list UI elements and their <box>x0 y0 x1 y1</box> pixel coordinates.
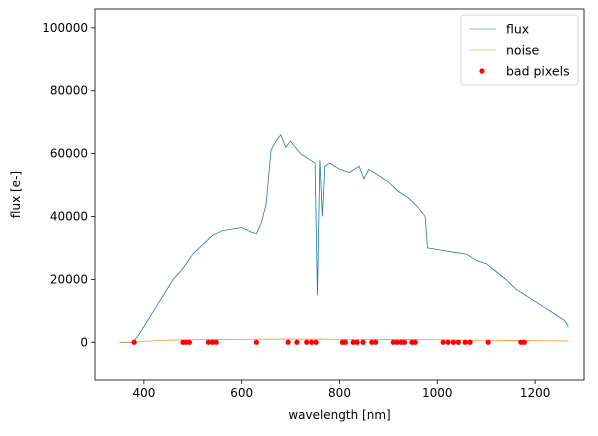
legend-label: noise <box>506 43 540 58</box>
bad-pixel-point <box>401 339 408 345</box>
legend: flux noise bad pixels <box>460 14 579 86</box>
x-axis-label: wavelength [nm] <box>288 408 390 422</box>
y-axis-ticks: 0 20000 40000 60000 80000 100000 <box>42 21 95 349</box>
y-tick-label: 40000 <box>50 210 88 224</box>
y-axis-label: flux [e-] <box>9 171 23 218</box>
y-tick-label: 100000 <box>42 21 88 35</box>
bad-pixel-point <box>360 339 366 345</box>
y-tick-label: 60000 <box>50 147 88 161</box>
bad-pixel-point <box>412 339 418 345</box>
bad-pixel-point <box>467 339 473 345</box>
bad-pixel-point <box>205 339 212 345</box>
legend-label: flux <box>506 22 529 37</box>
x-axis-ticks: 400 600 800 1000 1200 <box>132 380 550 400</box>
flux-series-line <box>119 133 569 343</box>
plot-series <box>119 133 569 345</box>
bad-pixel-point <box>131 339 137 345</box>
bad-pixel-point <box>440 339 446 345</box>
noise-series-line <box>119 338 569 343</box>
bad-pixel-point <box>186 339 192 345</box>
bad-pixel-point <box>304 339 310 345</box>
bad-pixel-point <box>462 339 468 345</box>
bad-pixel-point <box>209 339 215 345</box>
bad-pixel-point <box>350 339 356 345</box>
legend-box <box>460 14 579 86</box>
bad-pixel-point <box>285 339 291 345</box>
x-tick-label: 800 <box>328 386 351 400</box>
bad-pixel-point <box>309 339 315 345</box>
legend-marker <box>479 68 485 74</box>
bad-pixel-point <box>342 339 348 345</box>
bad-pixel-point <box>394 339 400 345</box>
x-tick-label: 400 <box>132 386 155 400</box>
bad-pixel-point <box>455 339 461 345</box>
bad-pixel-point <box>445 339 451 345</box>
x-tick-label: 1000 <box>422 386 453 400</box>
legend-label: bad pixels <box>506 64 570 79</box>
x-tick-label: 1200 <box>520 386 551 400</box>
plot-area <box>119 133 569 345</box>
bad-pixel-point <box>313 339 319 345</box>
bad-pixel-point <box>369 339 375 345</box>
bad-pixel-point <box>485 339 491 345</box>
bad-pixel-point <box>354 339 360 345</box>
bad-pixel-point <box>390 339 396 345</box>
y-tick-label: 0 <box>80 335 88 349</box>
y-tick-label: 20000 <box>50 272 88 286</box>
bad-pixel-point <box>373 339 379 345</box>
bad-pixel-point <box>294 339 300 345</box>
x-tick-label: 600 <box>230 386 253 400</box>
y-tick-label: 80000 <box>50 84 88 98</box>
bad-pixel-point <box>450 339 457 345</box>
bad-pixel-point <box>213 339 219 345</box>
bad-pixel-point <box>253 339 259 345</box>
bad-pixel-point <box>521 339 527 345</box>
